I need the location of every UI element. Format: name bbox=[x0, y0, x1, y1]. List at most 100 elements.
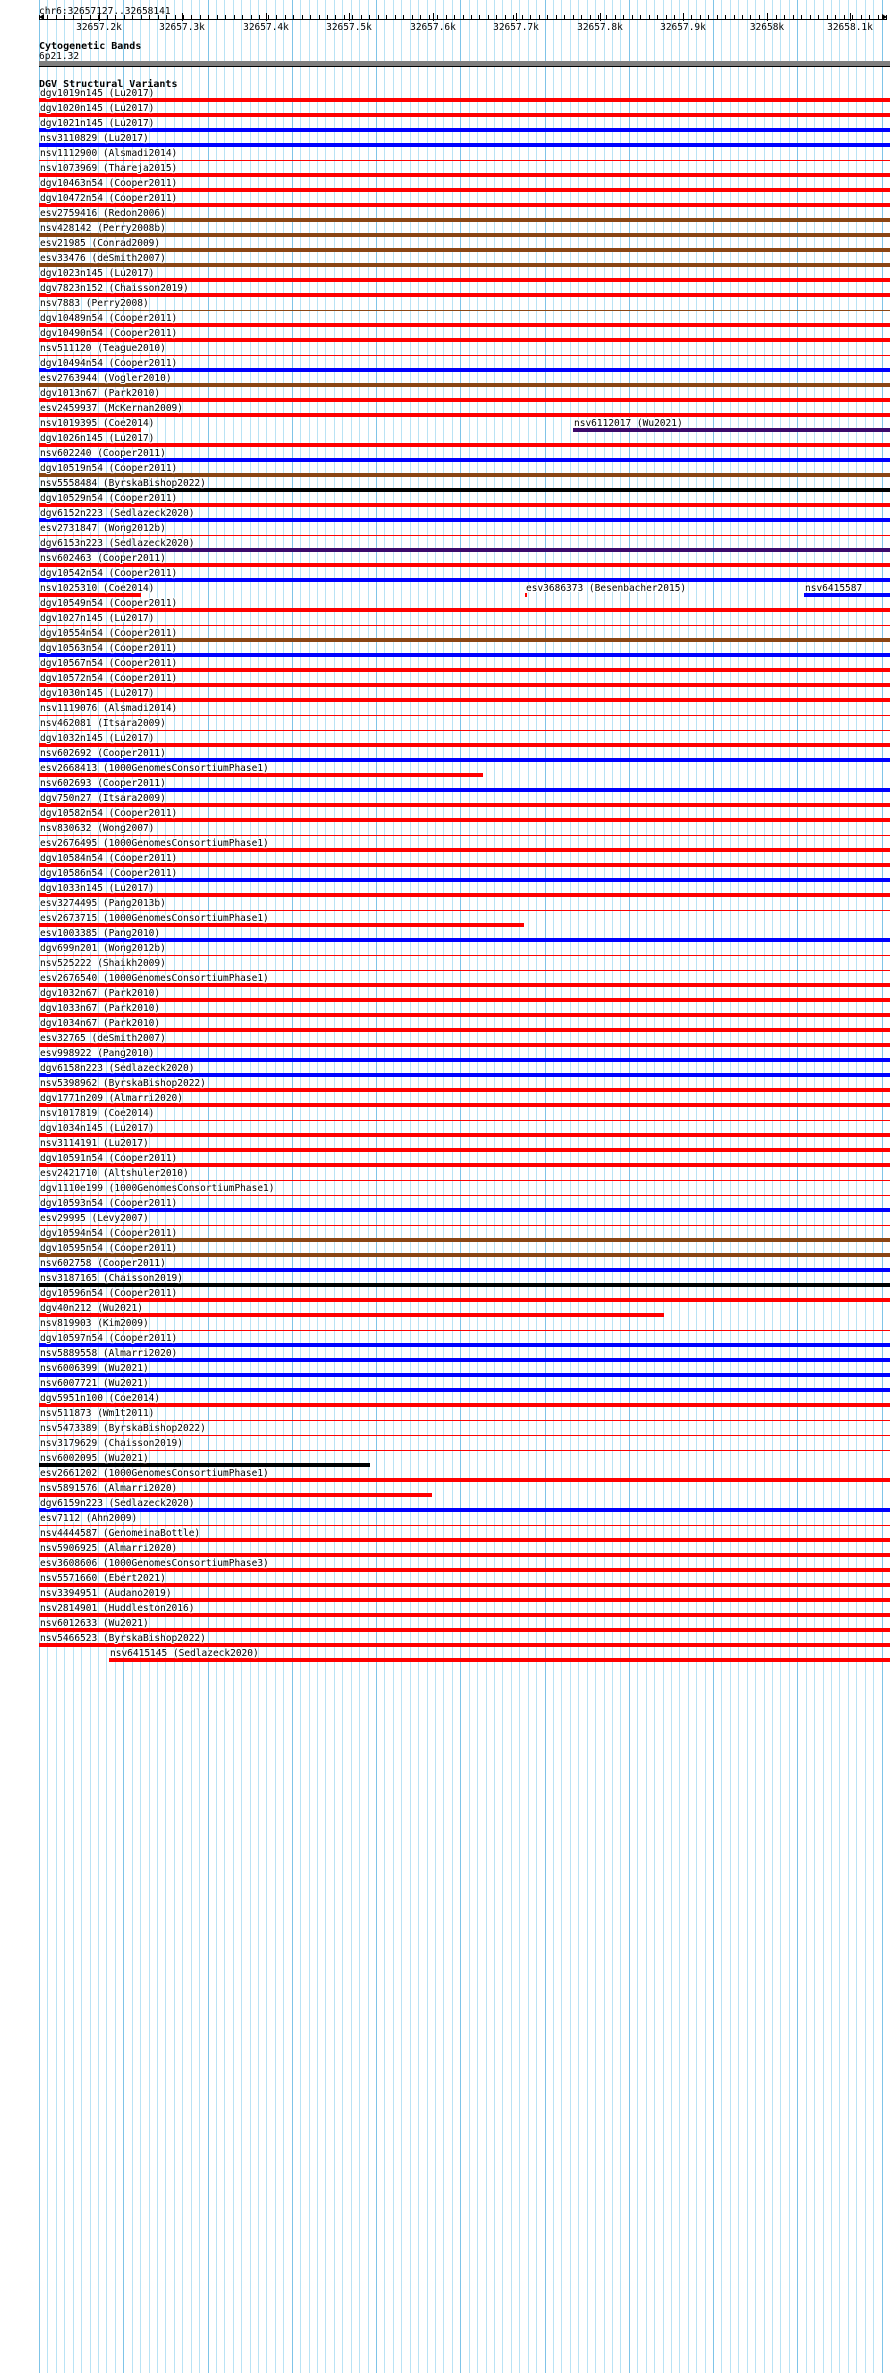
variant-row[interactable]: dgv1032n67 (Park2010) bbox=[0, 988, 890, 1003]
variant-feature-bar[interactable] bbox=[39, 1463, 370, 1467]
variant-feature-bar[interactable] bbox=[39, 1613, 890, 1617]
variant-row[interactable]: dgv10582n54 (Cooper2011) bbox=[0, 808, 890, 823]
variant-feature-bar[interactable] bbox=[39, 1013, 890, 1017]
variant-row[interactable]: nsv525222 (Shaikh2009) bbox=[0, 958, 890, 973]
variant-label[interactable]: nsv5891576 (Almarri2020) bbox=[40, 1483, 178, 1494]
variant-feature-bar[interactable] bbox=[39, 668, 890, 672]
variant-feature-bar[interactable] bbox=[39, 1628, 890, 1632]
variant-feature-bar[interactable] bbox=[39, 98, 890, 102]
variant-feature-bar[interactable] bbox=[39, 1420, 890, 1421]
variant-row[interactable]: nsv830632 (Wong2007) bbox=[0, 823, 890, 838]
variant-feature-bar[interactable] bbox=[39, 1583, 890, 1587]
variant-label[interactable]: dgv1021n145 (Lu2017) bbox=[40, 118, 155, 129]
variant-row[interactable]: dgv10490n54 (Cooper2011) bbox=[0, 328, 890, 343]
variant-feature-bar[interactable] bbox=[39, 488, 890, 492]
variant-row[interactable]: nsv6002095 (Wu2021) bbox=[0, 1453, 890, 1468]
variant-feature-bar[interactable] bbox=[39, 758, 890, 762]
variant-feature-bar[interactable] bbox=[39, 863, 890, 867]
variant-row[interactable]: nsv6006399 (Wu2021) bbox=[0, 1363, 890, 1378]
variant-feature-bar[interactable] bbox=[39, 1180, 890, 1181]
variant-label[interactable]: dgv10490n54 (Cooper2011) bbox=[40, 328, 178, 339]
variant-row[interactable]: nsv511120 (Teague2010) bbox=[0, 343, 890, 358]
variant-feature-bar[interactable] bbox=[39, 683, 890, 687]
variant-row[interactable]: esv2759416 (Redon2006) bbox=[0, 208, 890, 223]
variant-row[interactable]: nsv6415145 (Sedlazeck2020) bbox=[0, 1648, 890, 1663]
variant-row[interactable]: nsv602758 (Cooper2011) bbox=[0, 1258, 890, 1273]
variant-label[interactable]: nsv511873 (Wm1t2011) bbox=[40, 1408, 155, 1419]
variant-label[interactable]: nsv1112900 (Alsmadi2014) bbox=[40, 148, 178, 159]
variant-label[interactable]: esv2676540 (1000GenomesConsortiumPhase1) bbox=[40, 973, 269, 984]
variant-label[interactable]: dgv10584n54 (Cooper2011) bbox=[40, 853, 178, 864]
variant-label[interactable]: dgv10595n54 (Cooper2011) bbox=[40, 1243, 178, 1254]
variant-row[interactable]: dgv10472n54 (Cooper2011) bbox=[0, 193, 890, 208]
variant-row[interactable]: dgv1030n145 (Lu2017) bbox=[0, 688, 890, 703]
variant-row[interactable]: nsv5571660 (Ebert2021) bbox=[0, 1573, 890, 1588]
variant-row[interactable]: dgv699n201 (Wong2012b) bbox=[0, 943, 890, 958]
variant-row[interactable]: dgv7823n152 (Chaisson2019) bbox=[0, 283, 890, 298]
variant-row[interactable]: esv33476 (deSmith2007) bbox=[0, 253, 890, 268]
variant-label[interactable]: dgv10591n54 (Cooper2011) bbox=[40, 1153, 178, 1164]
variant-label[interactable]: nsv1073969 (Thareja2015) bbox=[40, 163, 178, 174]
variant-feature-bar[interactable] bbox=[39, 998, 890, 1002]
variant-feature-bar[interactable] bbox=[39, 835, 890, 836]
cytogenetic-band-bar[interactable] bbox=[39, 61, 890, 66]
variant-label[interactable]: nsv525222 (Shaikh2009) bbox=[40, 958, 166, 969]
variant-row[interactable]: dgv10494n54 (Cooper2011) bbox=[0, 358, 890, 373]
variant-label[interactable]: dgv10593n54 (Cooper2011) bbox=[40, 1198, 178, 1209]
variant-feature-bar[interactable] bbox=[39, 698, 890, 702]
variant-feature-bar[interactable] bbox=[39, 1538, 890, 1542]
variant-label[interactable]: esv2459937 (McKernan2009) bbox=[40, 403, 183, 414]
variant-feature-bar[interactable] bbox=[573, 428, 890, 432]
variant-feature-bar[interactable] bbox=[39, 173, 890, 177]
variant-label[interactable]: nsv5558484 (ByrskaBishop2022) bbox=[40, 478, 206, 489]
variant-feature-bar[interactable] bbox=[39, 608, 890, 612]
variant-feature-bar[interactable] bbox=[39, 458, 890, 462]
variant-label[interactable]: nsv5906925 (Almarri2020) bbox=[40, 1543, 178, 1554]
variant-label[interactable]: esv3686373 (Besenbacher2015) bbox=[526, 583, 687, 594]
variant-row[interactable]: esv2661202 (1000GenomesConsortiumPhase1) bbox=[0, 1468, 890, 1483]
variant-feature-bar[interactable] bbox=[39, 955, 890, 956]
variant-label[interactable]: dgv1013n67 (Park2010) bbox=[40, 388, 161, 399]
variant-row[interactable]: esv2731847 (Wong2012b) bbox=[0, 523, 890, 538]
variant-feature-bar[interactable] bbox=[39, 1343, 890, 1347]
variant-feature-bar[interactable] bbox=[39, 1088, 890, 1092]
variant-feature-bar[interactable] bbox=[39, 263, 890, 267]
variant-label[interactable]: dgv6158n223 (Sedlazeck2020) bbox=[40, 1063, 195, 1074]
variant-row[interactable]: nsv7883 (Perry2008) bbox=[0, 298, 890, 313]
variant-row[interactable]: nsv5906925 (Almarri2020) bbox=[0, 1543, 890, 1558]
variant-label[interactable]: esv3608606 (1000GenomesConsortiumPhase3) bbox=[40, 1558, 269, 1569]
variant-feature-bar[interactable] bbox=[39, 1403, 890, 1407]
variant-feature-bar[interactable] bbox=[39, 715, 890, 716]
variant-row[interactable]: nsv3114191 (Lu2017) bbox=[0, 1138, 890, 1153]
variant-label[interactable]: dgv1034n67 (Park2010) bbox=[40, 1018, 161, 1029]
variant-row[interactable]: dgv10554n54 (Cooper2011) bbox=[0, 628, 890, 643]
variant-feature-bar[interactable] bbox=[39, 1195, 890, 1196]
variant-label[interactable]: esv2676495 (1000GenomesConsortiumPhase1) bbox=[40, 838, 269, 849]
variant-label[interactable]: dgv1023n145 (Lu2017) bbox=[40, 268, 155, 279]
variant-feature-bar[interactable] bbox=[39, 788, 890, 792]
variant-row[interactable]: esv1003385 (Pang2010) bbox=[0, 928, 890, 943]
variant-feature-bar[interactable] bbox=[39, 1120, 890, 1121]
variant-row[interactable]: dgv10593n54 (Cooper2011) bbox=[0, 1198, 890, 1213]
variant-row[interactable]: nsv428142 (Perry2008b) bbox=[0, 223, 890, 238]
variant-row[interactable]: nsv2814901 (Huddleston2016) bbox=[0, 1603, 890, 1618]
variant-feature-bar[interactable] bbox=[39, 1208, 890, 1212]
variant-label[interactable]: nsv602692 (Cooper2011) bbox=[40, 748, 166, 759]
variant-feature-bar[interactable] bbox=[39, 368, 890, 372]
variant-row[interactable]: nsv511873 (Wm1t2011) bbox=[0, 1408, 890, 1423]
variant-row[interactable]: nsv5398962 (ByrskaBishop2022) bbox=[0, 1078, 890, 1093]
variant-label[interactable]: nsv3394951 (Audano2019) bbox=[40, 1588, 172, 1599]
variant-feature-bar[interactable] bbox=[39, 1028, 890, 1032]
variant-row[interactable]: dgv1019n145 (Lu2017) bbox=[0, 88, 890, 103]
variant-label[interactable]: nsv5571660 (Ebert2021) bbox=[40, 1573, 166, 1584]
variant-feature-bar[interactable] bbox=[39, 1163, 890, 1167]
variant-row[interactable]: dgv1021n145 (Lu2017) bbox=[0, 118, 890, 133]
variant-label[interactable]: nsv4444587 (GenomeinaBottle) bbox=[40, 1528, 201, 1539]
variant-feature-bar[interactable] bbox=[804, 593, 890, 597]
variant-row[interactable]: dgv1034n67 (Park2010) bbox=[0, 1018, 890, 1033]
variant-row[interactable]: esv32765 (deSmith2007) bbox=[0, 1033, 890, 1048]
variant-row[interactable]: dgv1020n145 (Lu2017) bbox=[0, 103, 890, 118]
variant-label[interactable]: dgv10586n54 (Cooper2011) bbox=[40, 868, 178, 879]
variant-feature-bar[interactable] bbox=[39, 578, 890, 582]
variant-feature-bar[interactable] bbox=[39, 413, 890, 417]
